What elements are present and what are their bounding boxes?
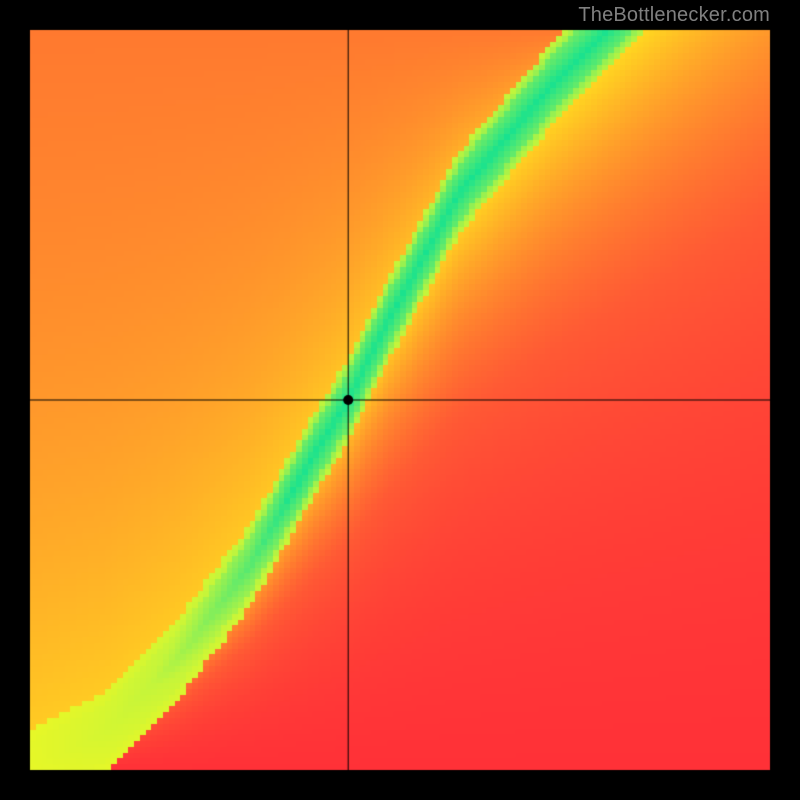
attribution-text: TheBottlenecker.com [578,4,770,27]
heatmap-canvas [0,0,800,800]
chart-container: TheBottlenecker.com [0,0,800,800]
